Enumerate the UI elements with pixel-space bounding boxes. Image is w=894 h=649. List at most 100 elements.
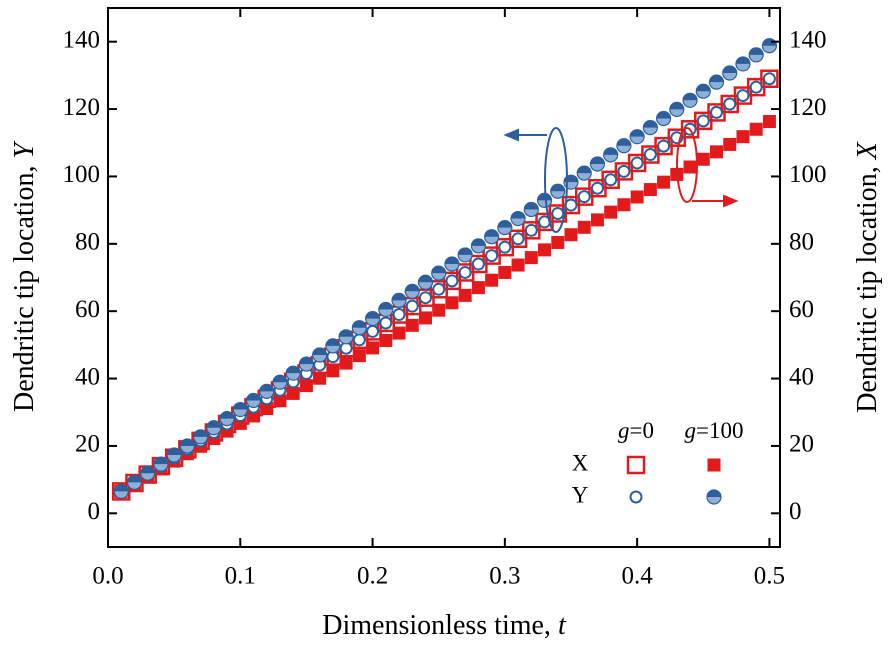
legend-column: g=0	[618, 418, 654, 443]
marker	[232, 401, 248, 418]
x-tick-label: 0.3	[489, 563, 520, 590]
marker	[695, 83, 711, 99]
marker-half	[471, 238, 486, 246]
marker	[417, 274, 434, 290]
marker	[669, 101, 685, 117]
marker-half	[272, 375, 287, 383]
marker	[326, 364, 340, 378]
y-tick-label: 0	[88, 498, 101, 525]
legend-marker	[626, 455, 646, 475]
marker	[285, 365, 301, 381]
annotation-y	[503, 127, 568, 233]
legend-row: X	[572, 450, 589, 475]
y-tick-label: 60	[75, 296, 100, 323]
marker-half	[180, 438, 195, 446]
marker-half	[590, 156, 605, 164]
marker-half	[378, 302, 393, 310]
marker	[366, 324, 380, 338]
marker	[749, 122, 763, 136]
marker	[576, 165, 592, 181]
marker	[551, 206, 565, 220]
marker	[378, 301, 394, 318]
marker	[616, 138, 632, 154]
marker-half	[497, 220, 512, 228]
legend-marker	[629, 490, 643, 504]
marker	[498, 240, 512, 254]
marker-half	[630, 129, 645, 137]
marker	[551, 235, 565, 249]
marker	[748, 47, 764, 63]
marker	[153, 456, 169, 472]
marker	[696, 152, 710, 166]
legend-column-rest: =100	[696, 418, 743, 443]
marker-half	[603, 147, 618, 155]
marker	[604, 173, 618, 187]
x-tick-label: 0.1	[225, 563, 256, 590]
marker	[485, 273, 499, 287]
marker-half	[392, 293, 407, 301]
marker	[550, 183, 566, 199]
y2-tick-label: 120	[789, 94, 827, 121]
marker	[445, 274, 459, 288]
marker-half	[127, 475, 142, 483]
marker	[643, 183, 657, 197]
marker	[538, 243, 552, 257]
marker	[366, 341, 380, 355]
marker	[404, 283, 420, 299]
y-tick-label: 120	[63, 94, 101, 121]
marker	[219, 411, 235, 427]
marker	[312, 347, 328, 363]
marker	[245, 392, 262, 409]
marker-half	[114, 484, 129, 492]
marker	[657, 139, 671, 153]
marker	[313, 371, 327, 385]
marker	[510, 210, 526, 227]
marker-half	[735, 56, 750, 64]
marker	[431, 265, 447, 281]
marker-half	[762, 38, 777, 46]
marker	[498, 265, 512, 279]
marker-half	[669, 102, 684, 110]
marker	[392, 326, 406, 340]
marker	[710, 145, 724, 159]
marker-half	[286, 366, 301, 374]
marker	[471, 257, 485, 271]
marker-half	[643, 120, 658, 128]
marker-half	[167, 448, 182, 456]
marker	[259, 383, 275, 399]
marker-half	[524, 202, 539, 210]
y2-tick-label: 60	[789, 296, 814, 323]
marker-half	[339, 329, 354, 337]
y2-tick-label: 100	[789, 161, 827, 188]
marker	[630, 190, 644, 204]
marker-half	[696, 84, 711, 92]
marker	[736, 89, 750, 103]
marker	[762, 72, 776, 86]
marker	[511, 258, 525, 272]
marker	[682, 92, 698, 108]
marker	[432, 282, 446, 296]
marker	[723, 97, 737, 111]
marker	[364, 310, 381, 327]
marker	[617, 164, 631, 178]
marker-half	[537, 193, 552, 201]
marker	[338, 329, 354, 345]
marker	[391, 292, 407, 309]
x-axis-label: Dimensionless time, t	[322, 610, 567, 641]
marker	[590, 213, 604, 227]
marker	[445, 296, 459, 310]
marker	[140, 465, 156, 481]
y-tick-label: 80	[75, 229, 100, 256]
marker	[339, 356, 353, 370]
marker	[457, 247, 473, 263]
marker-half	[312, 347, 327, 355]
marker	[710, 105, 724, 119]
y2-tick-label: 20	[789, 431, 814, 458]
marker	[708, 74, 725, 90]
marker	[458, 288, 472, 302]
marker	[379, 316, 393, 330]
marker	[736, 130, 750, 144]
marker	[629, 129, 645, 145]
marker	[484, 229, 500, 245]
